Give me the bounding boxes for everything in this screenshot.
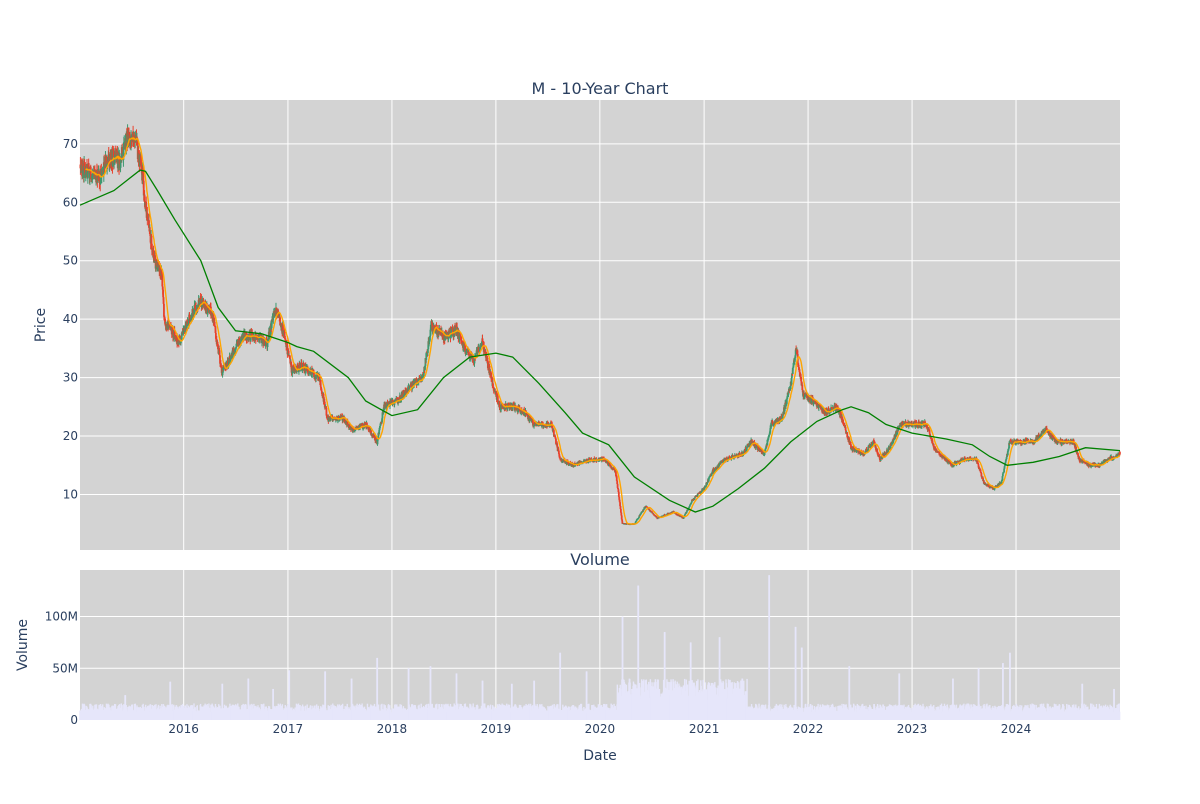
candle-body [427,349,429,353]
volume-y-tick-label: 0 [70,713,78,727]
volume-y-tick-label: 50M [52,661,78,675]
candle-body [1004,466,1006,469]
price-y-tick-label: 60 [63,195,78,209]
candle-body [653,514,655,515]
candle-body [683,517,685,518]
price-y-tick-label: 70 [63,137,78,151]
candle-body [621,519,623,521]
candle-body [786,399,788,404]
candle-body [707,482,709,483]
price-y-tick-label: 30 [63,371,78,385]
candle-body [620,513,622,516]
candle-body [686,512,688,513]
candle-body [968,460,970,461]
candle-body [323,399,325,402]
candle-body [282,325,284,330]
candle-body [898,429,900,430]
candle-body [379,426,381,428]
candle-body [1008,448,1010,449]
price-y-tick-label: 10 [63,487,78,501]
candle-body [1002,476,1004,480]
candle-body [163,304,165,317]
candle-body [643,509,645,510]
candle-body [315,375,317,379]
candle-body [620,509,622,513]
candle-body [618,492,620,497]
candle-body [230,359,232,361]
candle-body [326,408,328,415]
price-y-tick-label: 20 [63,429,78,443]
candle-body [617,484,619,488]
candle-body [1002,474,1004,477]
volume-y-tick-label: 100M [45,610,78,624]
candle-body [621,515,623,519]
candle-body [929,430,931,433]
candle-body [764,453,766,455]
price-y-tick-label: 50 [63,254,78,268]
candle-body [153,250,155,255]
price-y-tick-label: 40 [63,312,78,326]
candle-body [1003,469,1005,472]
candle-body [429,330,431,336]
candle-body [689,505,691,506]
candle-body [214,322,216,326]
candle-body [977,461,979,463]
candle-body [144,195,146,202]
